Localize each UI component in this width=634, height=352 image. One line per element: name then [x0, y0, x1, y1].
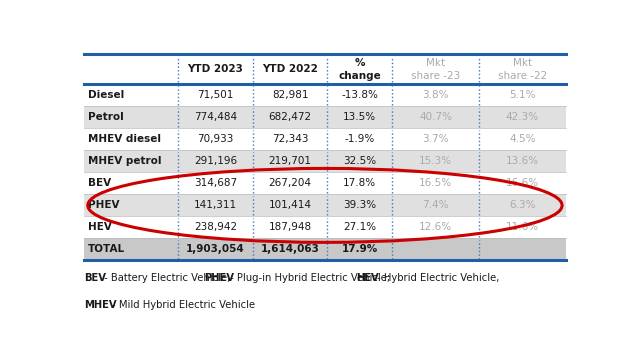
- Text: 13.6%: 13.6%: [506, 156, 539, 166]
- Text: 42.3%: 42.3%: [506, 112, 539, 122]
- Text: 3.8%: 3.8%: [422, 90, 449, 100]
- Text: PHEV: PHEV: [204, 272, 234, 283]
- Text: - Hybrid Electric Vehicle,: - Hybrid Electric Vehicle,: [373, 272, 499, 283]
- Text: 71,501: 71,501: [197, 90, 233, 100]
- Bar: [84, 216, 566, 238]
- Text: - Battery Electric Vehicle;: - Battery Electric Vehicle;: [101, 272, 234, 283]
- Text: Mkt
share -22: Mkt share -22: [498, 58, 547, 81]
- Text: 1,614,063: 1,614,063: [261, 244, 320, 254]
- Text: 238,942: 238,942: [194, 222, 237, 232]
- Bar: [84, 238, 566, 260]
- Bar: [84, 128, 566, 150]
- Text: 17.8%: 17.8%: [343, 178, 377, 188]
- Text: 72,343: 72,343: [272, 134, 308, 144]
- Text: TOTAL: TOTAL: [88, 244, 126, 254]
- Text: Petrol: Petrol: [88, 112, 124, 122]
- Text: YTD 2022: YTD 2022: [262, 64, 318, 74]
- Text: 291,196: 291,196: [194, 156, 237, 166]
- Bar: [84, 194, 566, 216]
- Text: HEV: HEV: [88, 222, 112, 232]
- Text: MHEV: MHEV: [84, 300, 117, 310]
- Text: 82,981: 82,981: [272, 90, 308, 100]
- Text: 16.6%: 16.6%: [506, 178, 539, 188]
- Text: %
change: % change: [339, 58, 381, 81]
- Text: 3.7%: 3.7%: [422, 134, 449, 144]
- Bar: [84, 106, 566, 128]
- Text: Mkt
share -23: Mkt share -23: [411, 58, 460, 81]
- Text: 6.3%: 6.3%: [509, 200, 536, 210]
- Text: -1.9%: -1.9%: [345, 134, 375, 144]
- Text: 39.3%: 39.3%: [343, 200, 377, 210]
- Text: 4.5%: 4.5%: [509, 134, 536, 144]
- Text: - Plug-in Hybrid Electric Vehicle;: - Plug-in Hybrid Electric Vehicle;: [227, 272, 394, 283]
- Text: 32.5%: 32.5%: [343, 156, 377, 166]
- Text: 11.6%: 11.6%: [506, 222, 539, 232]
- Text: 70,933: 70,933: [197, 134, 233, 144]
- Text: HEV: HEV: [356, 272, 378, 283]
- Text: MHEV diesel: MHEV diesel: [88, 134, 161, 144]
- Text: -13.8%: -13.8%: [341, 90, 378, 100]
- Text: BEV: BEV: [88, 178, 111, 188]
- Text: 141,311: 141,311: [194, 200, 237, 210]
- Text: 219,701: 219,701: [269, 156, 311, 166]
- Text: 40.7%: 40.7%: [419, 112, 452, 122]
- Text: 13.5%: 13.5%: [343, 112, 377, 122]
- Text: 7.4%: 7.4%: [422, 200, 449, 210]
- Bar: [84, 172, 566, 194]
- Text: 16.5%: 16.5%: [419, 178, 452, 188]
- Text: 267,204: 267,204: [269, 178, 311, 188]
- Bar: [84, 150, 566, 172]
- Text: 682,472: 682,472: [268, 112, 311, 122]
- Text: 774,484: 774,484: [194, 112, 237, 122]
- Bar: [84, 84, 566, 106]
- Text: 314,687: 314,687: [194, 178, 237, 188]
- Text: 5.1%: 5.1%: [509, 90, 536, 100]
- Text: 17.9%: 17.9%: [342, 244, 378, 254]
- Text: MHEV petrol: MHEV petrol: [88, 156, 162, 166]
- Text: - Mild Hybrid Electric Vehicle: - Mild Hybrid Electric Vehicle: [110, 300, 256, 310]
- Text: 27.1%: 27.1%: [343, 222, 377, 232]
- Bar: [84, 55, 566, 84]
- Text: 12.6%: 12.6%: [419, 222, 452, 232]
- Text: YTD 2023: YTD 2023: [188, 64, 243, 74]
- Text: 101,414: 101,414: [269, 200, 311, 210]
- Text: 1,903,054: 1,903,054: [186, 244, 245, 254]
- Text: Diesel: Diesel: [88, 90, 124, 100]
- Text: 15.3%: 15.3%: [419, 156, 452, 166]
- Text: BEV: BEV: [84, 272, 106, 283]
- Text: PHEV: PHEV: [88, 200, 120, 210]
- Text: 187,948: 187,948: [268, 222, 311, 232]
